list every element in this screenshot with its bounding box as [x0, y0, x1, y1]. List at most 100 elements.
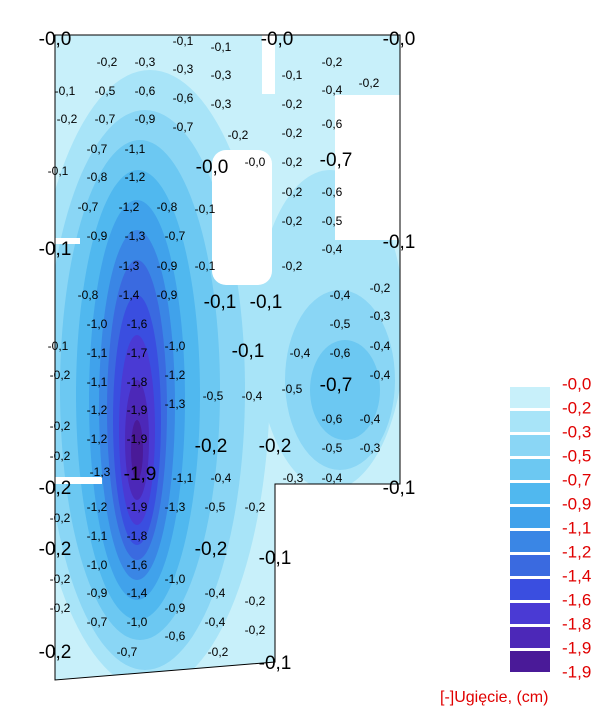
contour-label: -0,2: [97, 55, 118, 69]
legend-level: -1,9: [562, 638, 591, 657]
contour-label: -0,2: [359, 76, 380, 90]
contour-label: -0,9: [157, 259, 178, 273]
contour-label: -1,2: [119, 200, 140, 214]
contour-label: -0,4: [322, 83, 343, 97]
contour-label: -0,7: [95, 112, 116, 126]
legend-swatch: [510, 459, 550, 480]
contour-label: -0,4: [370, 368, 391, 382]
contour-label: -1,6: [127, 317, 148, 331]
contour-label: -1,7: [127, 346, 148, 360]
contour-label: -0,5: [322, 214, 343, 228]
legend-level: -1,6: [562, 590, 591, 609]
contour-label: -0,2: [50, 419, 71, 433]
contour-label: -1,4: [127, 586, 148, 600]
contour-label: -0,2: [50, 368, 71, 382]
legend-swatch: [510, 531, 550, 552]
contour-label: -1,3: [165, 397, 186, 411]
contour-label: -0,9: [165, 601, 186, 615]
contour-label: -0,2: [39, 642, 72, 663]
contour-label: -0,6: [322, 412, 343, 426]
contour-label: -0,5: [322, 441, 343, 455]
contour-label: -1,1: [87, 529, 108, 543]
legend: [-]Ugięcie, (cm) -0,0 -0,2 -0,3 -0,5 -0,7 -0,…: [440, 374, 591, 706]
contour-label: -0,2: [282, 214, 303, 228]
contour-label: -0,8: [157, 200, 178, 214]
contour-label: -1,1: [125, 142, 146, 156]
legend-swatch: [510, 387, 550, 408]
contour-label: -0,2: [208, 645, 229, 659]
labels: -0,0 -0,1 -0,1 -0,0 -0,0 -0,2 -0,3 -0,3 -0,3 -0,1…: [39, 29, 416, 674]
legend-level: -0,5: [562, 446, 591, 465]
contour-label: -0,0: [383, 29, 416, 50]
contour-label: -0,0: [245, 155, 266, 169]
contour-label: -1,0: [87, 558, 108, 572]
contour-label: -0,7: [173, 120, 194, 134]
contour-label: -0,1: [250, 292, 283, 313]
legend-swatch: [510, 603, 550, 624]
contour-fill: [55, 35, 400, 680]
contour-label: -1,3: [90, 465, 111, 479]
contour-label: -0,9: [157, 288, 178, 302]
contour-label: -0,6: [330, 346, 351, 360]
contour-label: -0,2: [245, 500, 266, 514]
legend-swatch: [510, 555, 550, 576]
contour-label: -0,2: [195, 539, 228, 560]
legend-swatch: [510, 411, 550, 432]
contour-label: -0,3: [370, 309, 391, 323]
contour-label: -0,1: [211, 40, 232, 54]
legend-level: -1,9: [562, 662, 591, 681]
contour-label: -0,6: [322, 185, 343, 199]
contour-label: -0,0: [39, 29, 72, 50]
contour-label: -0,7: [87, 615, 108, 629]
legend-level: -0,3: [562, 422, 591, 441]
contour-label: -0,1: [259, 548, 292, 569]
contour-label: -0,1: [48, 339, 69, 353]
contour-label: -1,0: [127, 615, 148, 629]
contour-label: -0,2: [50, 601, 71, 615]
contour-label: -0,0: [261, 29, 294, 50]
contour-label: -0,3: [173, 62, 194, 76]
contour-label: -0,2: [282, 259, 303, 273]
contour-label: -0,2: [259, 436, 292, 457]
contour-label: -0,2: [57, 112, 78, 126]
contour-label: -0,4: [290, 346, 311, 360]
contour-label: -0,1: [383, 478, 416, 499]
contour-label: -0,2: [282, 155, 303, 169]
contour-label: -0,7: [320, 150, 353, 171]
contour-label: -0,7: [78, 200, 99, 214]
contour-label: -0,2: [195, 436, 228, 457]
contour-label: -1,0: [87, 317, 108, 331]
contour-label: -0,2: [228, 128, 249, 142]
contour-label: -0,1: [195, 259, 216, 273]
contour-label: -1,2: [87, 500, 108, 514]
contour-label: -1,8: [127, 529, 148, 543]
contour-label: -1,2: [165, 368, 186, 382]
contour-label: -0,7: [165, 229, 186, 243]
contour-label: -0,4: [205, 615, 226, 629]
contour-label: -0,9: [135, 112, 156, 126]
legend-swatch: [510, 507, 550, 528]
contour-label: -0,3: [135, 55, 156, 69]
contour-label: -0,1: [259, 653, 292, 674]
contour-label: -0,2: [282, 185, 303, 199]
openings: [34, 34, 401, 484]
contour-label: -1,8: [127, 375, 148, 389]
contour-label: -0,6: [322, 117, 343, 131]
contour-label: -0,1: [383, 232, 416, 253]
contour-label: -0,4: [322, 471, 343, 485]
legend-level: -1,8: [562, 614, 591, 633]
contour-label: -0,6: [165, 629, 186, 643]
contour-label: -0,2: [245, 594, 266, 608]
contour-label: -0,2: [50, 449, 71, 463]
contour-label: -0,2: [322, 55, 343, 69]
legend-level: -0,7: [562, 470, 591, 489]
contour-label: -0,1: [232, 341, 265, 362]
contour-label: -0,2: [245, 623, 266, 637]
contour-label: -1,3: [165, 500, 186, 514]
contour-label: -0,2: [39, 478, 72, 499]
contour-label: -1,1: [87, 346, 108, 360]
contour-label: -0,9: [87, 229, 108, 243]
contour-label: -1,6: [127, 558, 148, 572]
contour-label: -1,2: [87, 403, 108, 417]
contour-label: -1,3: [125, 229, 146, 243]
